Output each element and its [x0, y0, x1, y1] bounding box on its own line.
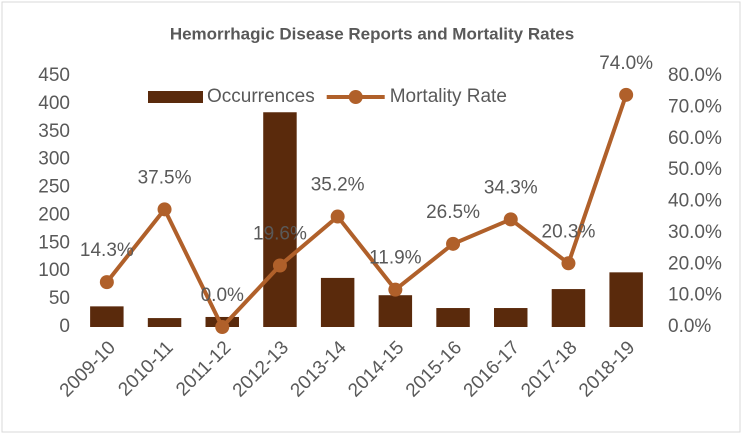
bar — [551, 289, 586, 327]
y2-tick-label: 50.0% — [668, 159, 722, 180]
data-label: 34.3% — [484, 177, 538, 198]
line-marker — [619, 87, 634, 102]
y2-tick-label: 10.0% — [668, 285, 722, 306]
data-label: 0.0% — [201, 285, 244, 306]
y-tick-label: 450 — [38, 65, 70, 86]
line-marker — [446, 236, 461, 251]
y2-tick-label: 20.0% — [668, 253, 722, 274]
y-tick-label: 200 — [38, 204, 70, 225]
data-label: 19.6% — [253, 224, 307, 245]
bar — [90, 306, 124, 327]
line-marker — [99, 275, 114, 290]
y-tick-label: 400 — [38, 93, 70, 114]
y2-tick-label: 40.0% — [668, 191, 722, 212]
y-tick-label: 300 — [38, 149, 70, 170]
line-marker — [330, 209, 345, 224]
bar — [378, 295, 413, 327]
y-tick-label: 150 — [38, 232, 70, 253]
data-label: 26.5% — [426, 202, 480, 223]
chart-border — [1, 1, 741, 433]
line-marker — [157, 202, 172, 217]
y2-tick-label: 0.0% — [668, 316, 711, 337]
legend-swatch-marker — [348, 90, 363, 104]
y-tick-label: 0 — [59, 316, 70, 337]
data-label: 11.9% — [369, 248, 422, 269]
line-marker — [503, 212, 518, 227]
y-tick-label: 100 — [38, 260, 70, 281]
line-marker — [561, 256, 576, 271]
y2-tick-label: 80.0% — [668, 65, 722, 86]
bar — [320, 277, 355, 327]
data-label: 74.0% — [599, 53, 653, 74]
y2-tick-label: 70.0% — [668, 96, 722, 117]
data-label: 35.2% — [311, 175, 365, 196]
chart-title: Hemorrhagic Disease Reports and Mortalit… — [170, 24, 574, 43]
bar — [147, 318, 182, 327]
line-marker — [272, 258, 287, 273]
line-marker — [388, 282, 403, 297]
bar — [609, 272, 643, 327]
y2-tick-label: 60.0% — [668, 128, 722, 149]
y-tick-label: 250 — [38, 177, 70, 198]
legend-label: Mortality Rate — [390, 86, 507, 107]
data-label: 14.3% — [80, 240, 134, 261]
line — [105, 94, 629, 331]
legend-label: Occurrences — [207, 86, 315, 107]
data-label: 20.3% — [542, 221, 596, 242]
bar — [263, 112, 297, 327]
line-marker — [215, 320, 230, 334]
y-tick-label: 50 — [49, 288, 70, 309]
y-tick-label: 350 — [38, 121, 70, 142]
data-label: 37.5% — [138, 167, 192, 188]
bar — [494, 308, 528, 327]
bar — [436, 308, 470, 327]
legend-swatch — [148, 91, 203, 103]
y2-tick-label: 30.0% — [668, 222, 722, 243]
